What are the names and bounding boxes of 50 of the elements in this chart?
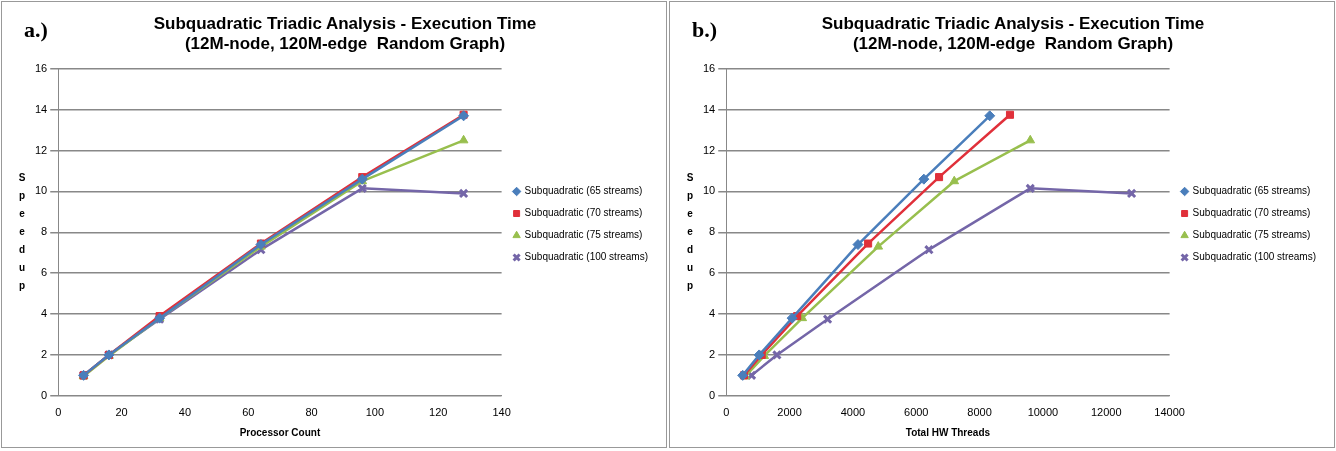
x-tick-label: 80 [305,406,318,419]
y-tick-label: 2 [709,347,716,360]
y-tick-label: 6 [709,266,716,279]
y-tick-label: 0 [41,388,48,401]
legend-label: Subquadratic (70 streams) [1192,207,1311,219]
legend-label: Subquadratic (100 streams) [524,251,649,263]
x-tick-label: 0 [723,406,730,419]
x-tick-label: 14000 [1154,406,1185,419]
y-tick-label: 2 [41,347,48,360]
y-tick-label: 8 [709,225,716,238]
y-tick-label: 16 [34,61,48,74]
legend-label: Subquadratic (100 streams) [1192,251,1317,263]
x-tick-label: 60 [242,406,255,419]
y-tick-label: 8 [41,225,48,238]
x-tick-label: 100 [365,406,385,419]
y-tick-label: 4 [709,307,716,320]
y-tick-label: 10 [34,184,48,197]
chart-title: Subquadratic Triadic Analysis - Execution Time (12M-node, 120M-edge Random Graph) [821,13,1205,54]
legend-label: Subquadratic (75 streams) [524,229,643,241]
y-tick-label: 12 [34,143,48,156]
y-tick-label: 10 [702,184,716,197]
legend-label: Subquadratic (65 streams) [524,185,643,197]
y-axis-title: Speedup [18,172,26,292]
x-tick-label: 140 [492,406,511,419]
x-tick-label: 0 [55,406,62,419]
x-tick-label: 10000 [1027,406,1059,419]
y-tick-label: 12 [702,143,716,156]
y-tick-label: 6 [41,266,48,279]
legend-label: Subquadratic (65 streams) [1192,185,1311,197]
legend-label: Subquadratic (75 streams) [1192,229,1311,241]
y-tick-label: 14 [34,102,48,115]
x-axis-title: Total HW Threads [905,426,991,438]
x-tick-label: 4000 [840,406,866,419]
y-tick-label: 4 [41,307,48,320]
x-tick-label: 6000 [904,406,929,419]
chart-title: Subquadratic Triadic Analysis - Execution Time (12M-node, 120M-edge Random Graph) [153,13,537,54]
y-axis-title: Speedup [686,172,694,292]
x-tick-label: 2000 [777,406,802,419]
x-tick-label: 120 [429,406,448,419]
text: a.) [24,16,48,42]
y-tick-label: 14 [702,102,716,115]
y-tick-label: 0 [709,388,716,401]
y-tick-label: 16 [702,61,716,74]
legend-label: Subquadratic (70 streams) [524,207,643,219]
x-tick-label: 20 [115,406,128,419]
text: b.) [692,16,718,42]
x-tick-label: 12000 [1090,406,1122,419]
x-tick-label: 40 [178,406,192,419]
x-axis-title: Processor Count [239,426,321,438]
x-tick-label: 8000 [967,406,992,419]
